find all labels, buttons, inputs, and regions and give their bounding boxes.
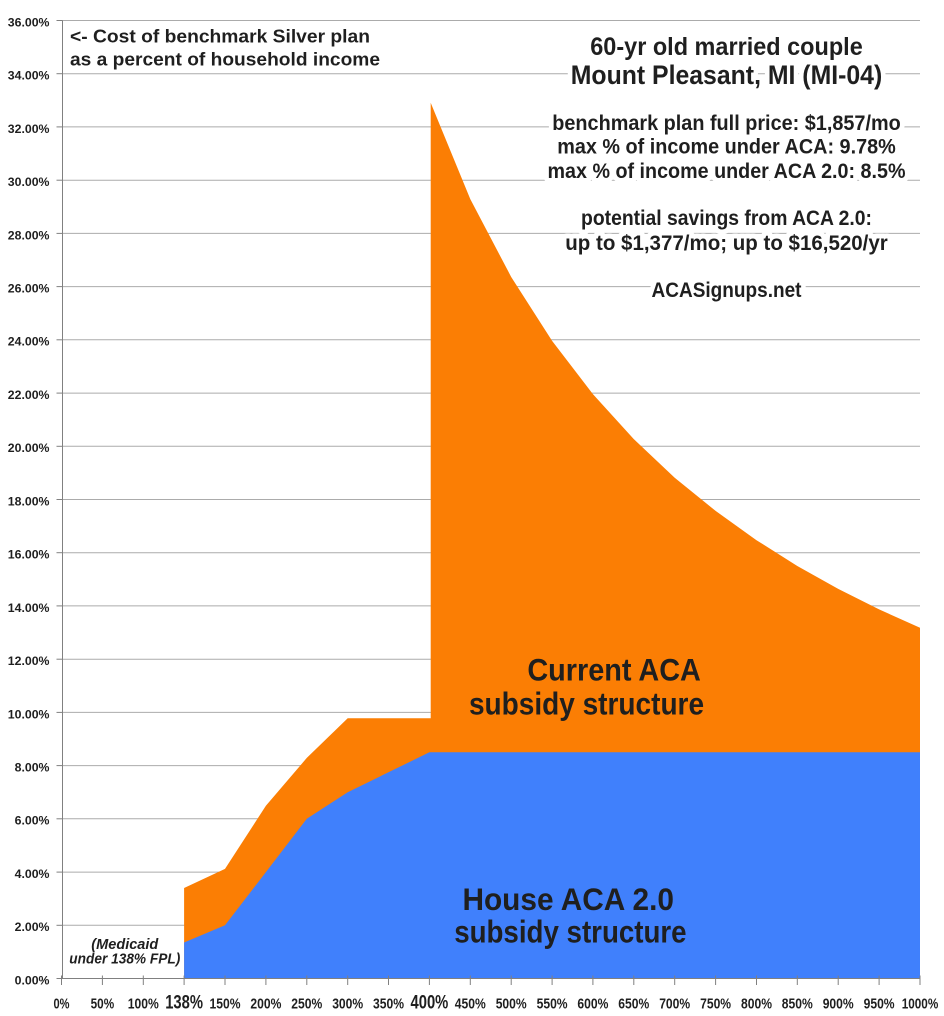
svg-text:Mount Pleasant, MI (MI-04): Mount Pleasant, MI (MI-04) <box>571 60 883 90</box>
svg-text:30.00%: 30.00% <box>8 175 50 189</box>
svg-text:850%: 850% <box>782 996 813 1013</box>
svg-text:6.00%: 6.00% <box>15 814 50 828</box>
svg-text:10.00%: 10.00% <box>8 707 50 721</box>
svg-text:1000%: 1000% <box>902 996 939 1013</box>
svg-text:600%: 600% <box>577 996 608 1013</box>
svg-text:max % of income under ACA: 9.7: max % of income under ACA: 9.78% <box>557 136 896 159</box>
svg-text:32.00%: 32.00% <box>8 122 50 136</box>
svg-text:max % of income under ACA 2.0:: max % of income under ACA 2.0: 8.5% <box>548 160 906 183</box>
svg-text:8.00%: 8.00% <box>15 761 50 775</box>
svg-text:300%: 300% <box>332 996 363 1013</box>
svg-text:House ACA 2.0: House ACA 2.0 <box>462 881 674 917</box>
svg-text:2.00%: 2.00% <box>15 920 50 934</box>
svg-text:14.00%: 14.00% <box>8 601 50 615</box>
svg-text:under 138% FPL): under 138% FPL) <box>69 952 180 968</box>
svg-text:650%: 650% <box>618 996 649 1013</box>
svg-text:900%: 900% <box>823 996 854 1013</box>
svg-text:34.00%: 34.00% <box>8 69 50 83</box>
svg-text:subsidy structure: subsidy structure <box>469 686 704 722</box>
svg-text:0.00%: 0.00% <box>15 973 50 987</box>
svg-text:400%: 400% <box>411 992 449 1014</box>
svg-text:700%: 700% <box>659 996 690 1013</box>
svg-text:500%: 500% <box>496 996 527 1013</box>
svg-text:18.00%: 18.00% <box>8 494 50 508</box>
svg-text:50%: 50% <box>91 996 115 1013</box>
svg-text:26.00%: 26.00% <box>8 282 50 296</box>
svg-text:150%: 150% <box>210 996 241 1013</box>
svg-text:350%: 350% <box>373 996 404 1013</box>
svg-text:28.00%: 28.00% <box>8 228 50 242</box>
svg-text:Current ACA: Current ACA <box>527 652 701 688</box>
svg-text:up to $1,377/mo; up to $16,520: up to $1,377/mo; up to $16,520/yr <box>565 232 888 255</box>
svg-text:800%: 800% <box>741 996 772 1013</box>
svg-text:450%: 450% <box>455 996 486 1013</box>
svg-text:100%: 100% <box>128 996 159 1013</box>
svg-text:250%: 250% <box>291 996 322 1013</box>
svg-text:24.00%: 24.00% <box>8 335 50 349</box>
svg-text:4.00%: 4.00% <box>15 867 50 881</box>
svg-text:as a percent of household inco: as a percent of household income <box>70 49 380 70</box>
svg-text:benchmark plan full price: $1,: benchmark plan full price: $1,857/mo <box>552 112 901 135</box>
svg-text:750%: 750% <box>700 996 731 1013</box>
svg-text:potential savings from ACA 2.0: potential savings from ACA 2.0: <box>581 207 872 230</box>
svg-text:200%: 200% <box>250 996 281 1013</box>
svg-text:12.00%: 12.00% <box>8 654 50 668</box>
svg-text:60-yr old married couple: 60-yr old married couple <box>590 33 863 61</box>
svg-text:<- Cost of benchmark Silver pl: <- Cost of benchmark Silver plan <box>70 25 370 46</box>
svg-text:550%: 550% <box>537 996 568 1013</box>
svg-text:0%: 0% <box>54 996 70 1013</box>
svg-text:(Medicaid: (Medicaid <box>91 937 159 953</box>
svg-text:20.00%: 20.00% <box>8 441 50 455</box>
svg-text:ACASignups.net: ACASignups.net <box>652 279 802 302</box>
svg-text:22.00%: 22.00% <box>8 388 50 402</box>
svg-text:subsidy structure: subsidy structure <box>454 914 686 950</box>
svg-text:36.00%: 36.00% <box>8 15 50 29</box>
svg-text:138%: 138% <box>165 992 203 1014</box>
svg-text:16.00%: 16.00% <box>8 548 50 562</box>
svg-text:950%: 950% <box>864 996 895 1013</box>
